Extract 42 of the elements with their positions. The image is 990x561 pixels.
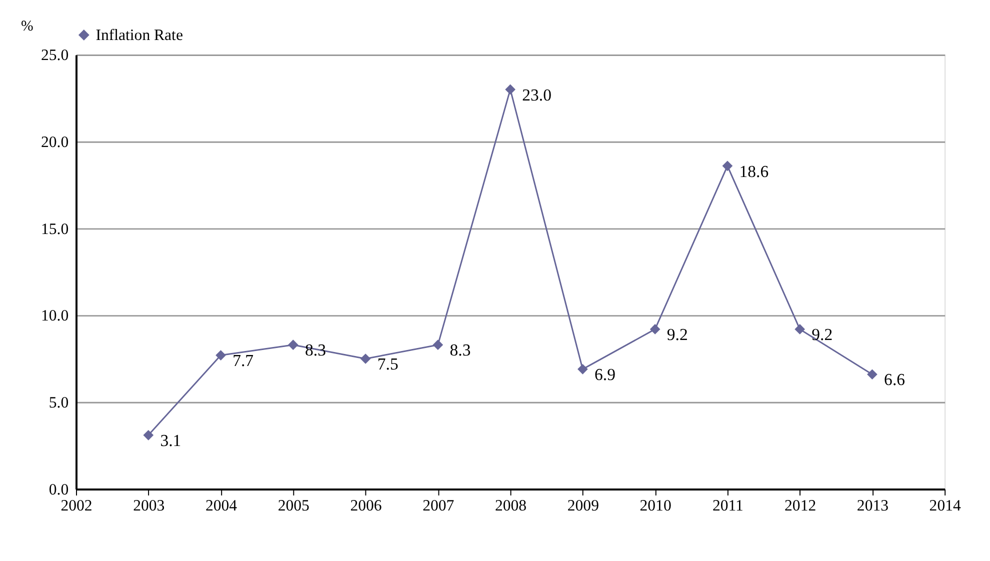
- y-tick-label: 15.0: [40, 220, 69, 238]
- y-tick-label: 10.0: [40, 308, 69, 325]
- point: [867, 369, 878, 380]
- data-label: 18.6: [739, 162, 769, 181]
- x-tick-label: 2009: [567, 497, 600, 514]
- x-tick-label: 2012: [784, 497, 816, 514]
- legend-label: Inflation Rate: [96, 26, 183, 44]
- data-label: 3.1: [160, 431, 182, 450]
- data-label: 9.2: [812, 325, 833, 344]
- x-tick-label: 2006: [350, 497, 382, 514]
- point: [216, 350, 226, 360]
- point: [143, 430, 154, 440]
- x-tick-label: 2004: [205, 497, 238, 514]
- point: [432, 340, 444, 350]
- x-tick-label: 2014: [929, 497, 961, 514]
- data-label: 23.0: [522, 85, 552, 104]
- data-label: 8.3: [450, 340, 471, 360]
- y-tick-label: 20.0: [40, 134, 69, 152]
- y-tick-label: 0.0: [48, 481, 69, 498]
- x-tick-label: 2003: [133, 497, 165, 514]
- data-label: 7.5: [377, 354, 398, 374]
- y-tick-label: 5.0: [48, 394, 69, 412]
- x-tick-label: 2008: [495, 497, 527, 514]
- data-label: 6.9: [594, 365, 616, 384]
- data-label: 7.7: [232, 351, 254, 370]
- data-label: 6.6: [884, 370, 906, 390]
- point: [650, 324, 660, 334]
- y-axis-title: %: [20, 18, 34, 35]
- point: [722, 160, 733, 172]
- point: [578, 364, 588, 374]
- point: [360, 354, 371, 364]
- y-tick-label: 25.0: [40, 47, 69, 64]
- x-tick-label: 2011: [712, 497, 744, 514]
- x-tick-label: 2013: [856, 497, 889, 514]
- x-tick-label: 2007: [422, 497, 454, 514]
- x-tick-label: 2010: [640, 497, 672, 514]
- x-tick-label: 2005: [278, 497, 310, 514]
- point: [794, 324, 806, 334]
- point: [288, 340, 298, 350]
- point: [505, 84, 516, 95]
- x-tick-label: 2002: [60, 497, 92, 514]
- data-label: 9.2: [666, 325, 688, 344]
